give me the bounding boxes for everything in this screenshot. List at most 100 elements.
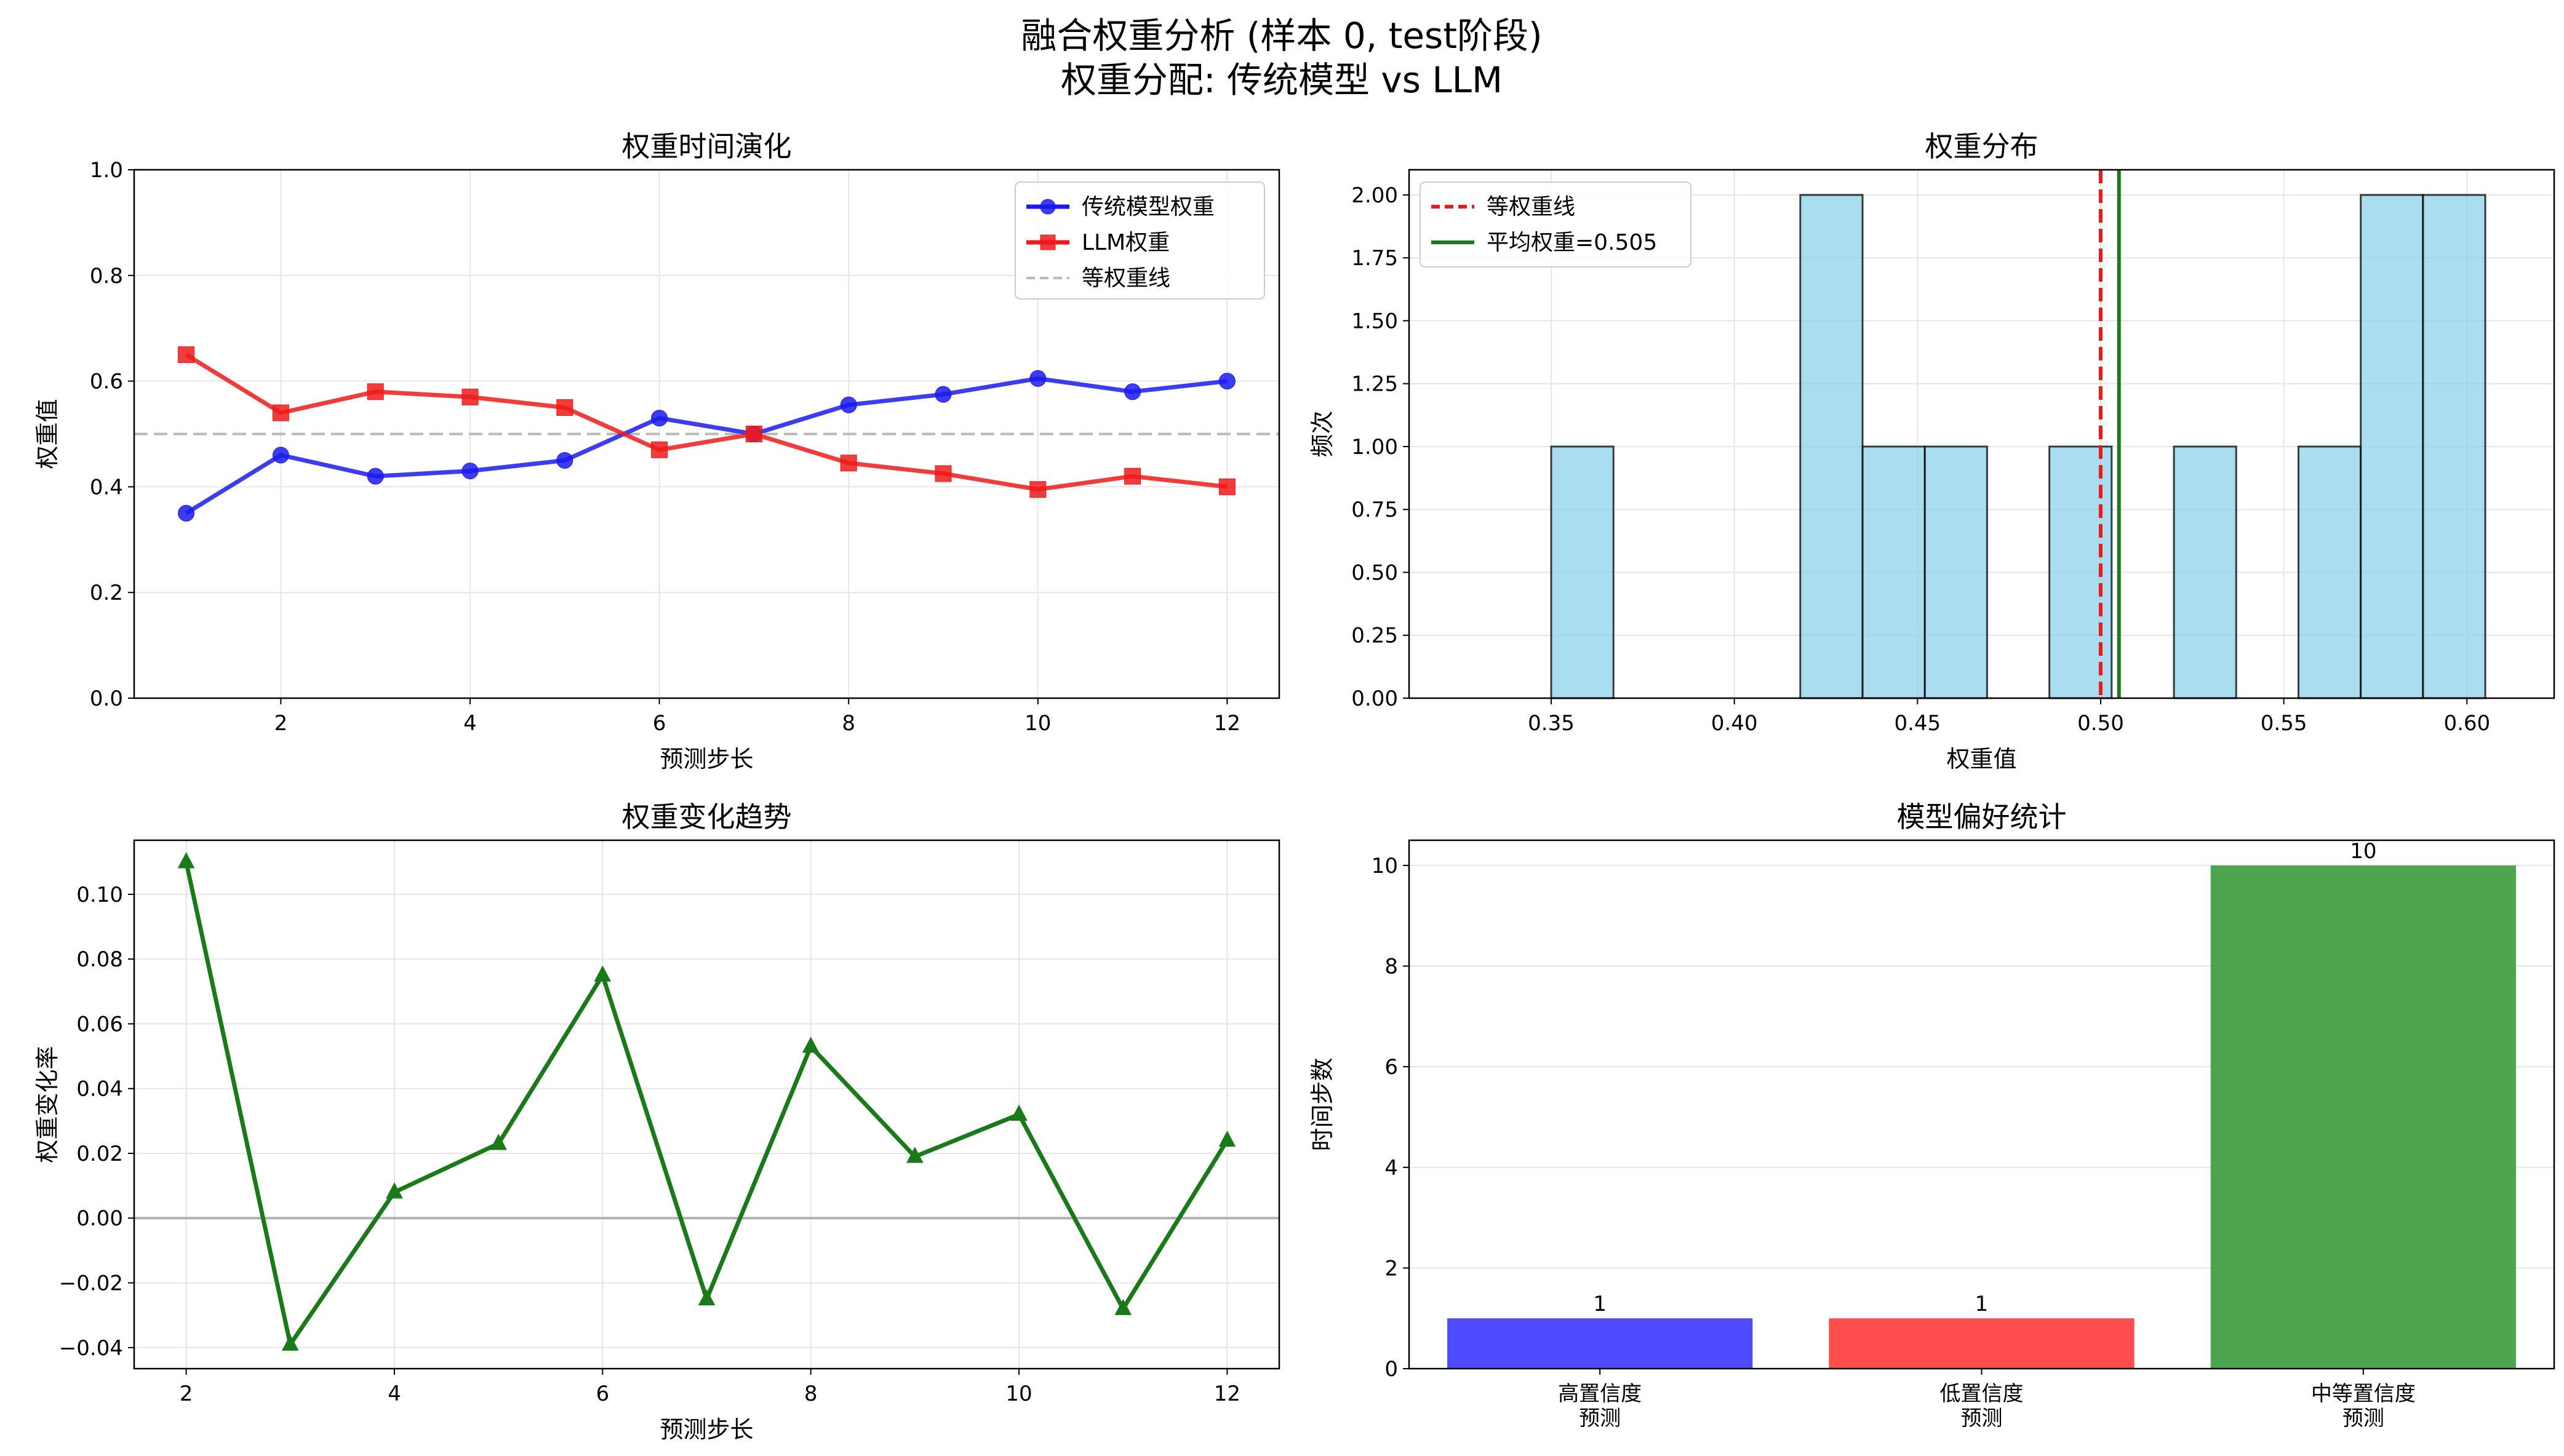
data-point-series-0 [272, 447, 289, 464]
data-point-series-1 [745, 426, 762, 442]
y-axis-label: 权重变化率 [34, 1046, 61, 1163]
data-point-series-0 [1124, 383, 1141, 400]
y-tick-label: 10 [1372, 854, 1398, 878]
x-tick-label: 6 [596, 1382, 609, 1406]
y-tick-label: 2 [1384, 1256, 1398, 1281]
x-tick-label: 6 [653, 711, 666, 736]
histogram-bar [1550, 445, 1615, 699]
series-line-0 [185, 376, 1228, 515]
x-tick-label: 0.45 [1894, 711, 1941, 736]
y-tick-label: 1.00 [1351, 435, 1398, 459]
chart-title: 权重分布 [1925, 130, 2039, 163]
series-line-1 [185, 352, 1228, 492]
x-tick-label: 预测 [1579, 1406, 1621, 1431]
preference-bar [2210, 865, 2516, 1369]
x-tick-label: 8 [842, 711, 855, 736]
histogram-bar [2422, 194, 2486, 699]
subplot-weight-change-trend: −0.04 −0.02 0.00 0.02 0.04 0.06 0.08 0.10 2 4 6 8 10… [34, 800, 1280, 1443]
y-tick-label: 0.08 [76, 947, 123, 972]
x-tick-label: 预测 [2342, 1406, 2384, 1431]
x-tick-label: 中等置信度 [2311, 1382, 2416, 1406]
data-point-series-1 [840, 455, 857, 472]
data-point-series-0 [461, 463, 479, 480]
y-tick-label: 1.25 [1351, 372, 1398, 397]
y-tick-label: 1.75 [1351, 246, 1398, 271]
data-point-series-0 [594, 965, 612, 982]
x-tick-label: 10 [1005, 1382, 1032, 1406]
data-point-series-0 [177, 852, 195, 869]
x-axis-label: 预测步长 [660, 746, 753, 773]
data-point-series-0 [1029, 370, 1047, 387]
histogram-bar [1923, 445, 1988, 699]
y-tick-label: 0.8 [90, 264, 123, 288]
subplot-weight-distribution: 0.00 0.25 0.50 0.75 1.00 1.25 1.50 1.75 2.00 0.35… [1309, 130, 2555, 773]
y-tick-label: 8 [1384, 955, 1398, 979]
y-tick-label: 0.00 [1351, 686, 1398, 711]
y-tick-label: 0.02 [76, 1142, 123, 1166]
suptitle-line-2: 权重分配: 传统模型 vs LLM [1061, 59, 1503, 101]
y-axis-label: 频次 [1309, 410, 1336, 457]
y-tick-label: 0.25 [1351, 624, 1398, 648]
y-tick-label: 0.04 [76, 1077, 123, 1102]
bar-value-label: 1 [1593, 1292, 1607, 1316]
data-point-series-0 [1218, 373, 1236, 390]
legend-label: 等权重线 [1487, 194, 1575, 220]
x-tick-label: 预测 [1961, 1406, 2003, 1431]
suptitle-line-1: 融合权重分析 (样本 0, test阶段) [1021, 15, 1542, 57]
legend-label: LLM权重 [1082, 230, 1170, 255]
y-tick-label: 0.0 [90, 686, 123, 711]
data-point-series-0 [1218, 1130, 1236, 1147]
y-tick-label: 4 [1384, 1156, 1398, 1180]
data-point-series-0 [935, 386, 952, 403]
data-point-series-1 [1029, 481, 1047, 498]
chart-title: 权重变化趋势 [622, 800, 792, 833]
y-axis-label: 权重值 [34, 399, 61, 469]
legend-box [1015, 181, 1265, 300]
x-tick-label: 高置信度 [1558, 1382, 1642, 1406]
x-tick-label: 10 [1024, 711, 1051, 736]
data-point-series-1 [178, 346, 195, 364]
y-tick-label: 0 [1384, 1357, 1398, 1382]
x-axis-label: 权重值 [1946, 746, 2016, 773]
y-tick-label: 0.00 [76, 1206, 123, 1231]
data-point-series-0 [490, 1134, 507, 1150]
data-point-series-0 [1114, 1299, 1132, 1315]
data-point-series-0 [1010, 1104, 1028, 1121]
data-point-series-0 [281, 1334, 299, 1351]
x-tick-label: 2 [274, 711, 288, 736]
bar-value-label: 10 [2350, 839, 2376, 864]
x-axis-label: 预测步长 [660, 1416, 753, 1443]
x-tick-label: 0.60 [2443, 711, 2490, 736]
chart-title: 权重时间演化 [622, 130, 792, 163]
y-tick-label: 6 [1384, 1055, 1398, 1080]
plot-frame [1408, 169, 2555, 699]
data-point-series-1 [651, 441, 668, 458]
y-tick-label: 0.4 [90, 475, 123, 499]
data-point-series-0 [698, 1289, 716, 1306]
histogram-bar [2297, 445, 2362, 699]
y-tick-label: 1.50 [1351, 309, 1398, 333]
legend-marker [1040, 234, 1056, 250]
y-tick-label: 0.10 [76, 883, 123, 907]
x-tick-label: 12 [1214, 1382, 1240, 1406]
chart-title: 模型偏好统计 [1897, 800, 2067, 833]
plot-frame [1408, 839, 2555, 1370]
data-point-series-1 [1218, 478, 1236, 495]
x-tick-label: 低置信度 [1940, 1382, 2024, 1406]
legend-label: 传统模型权重 [1082, 194, 1215, 220]
preference-bar [1829, 1318, 2135, 1369]
histogram-bar [1799, 194, 1864, 699]
y-tick-label: −0.04 [59, 1336, 123, 1361]
data-point-series-1 [556, 399, 573, 416]
data-point-series-1 [461, 388, 479, 405]
x-tick-label: 2 [180, 1382, 193, 1406]
data-point-series-0 [906, 1147, 924, 1163]
y-tick-label: 0.06 [76, 1012, 123, 1036]
histogram-bar [1861, 445, 1926, 699]
data-point-series-0 [367, 467, 384, 485]
data-point-series-0 [651, 410, 668, 427]
